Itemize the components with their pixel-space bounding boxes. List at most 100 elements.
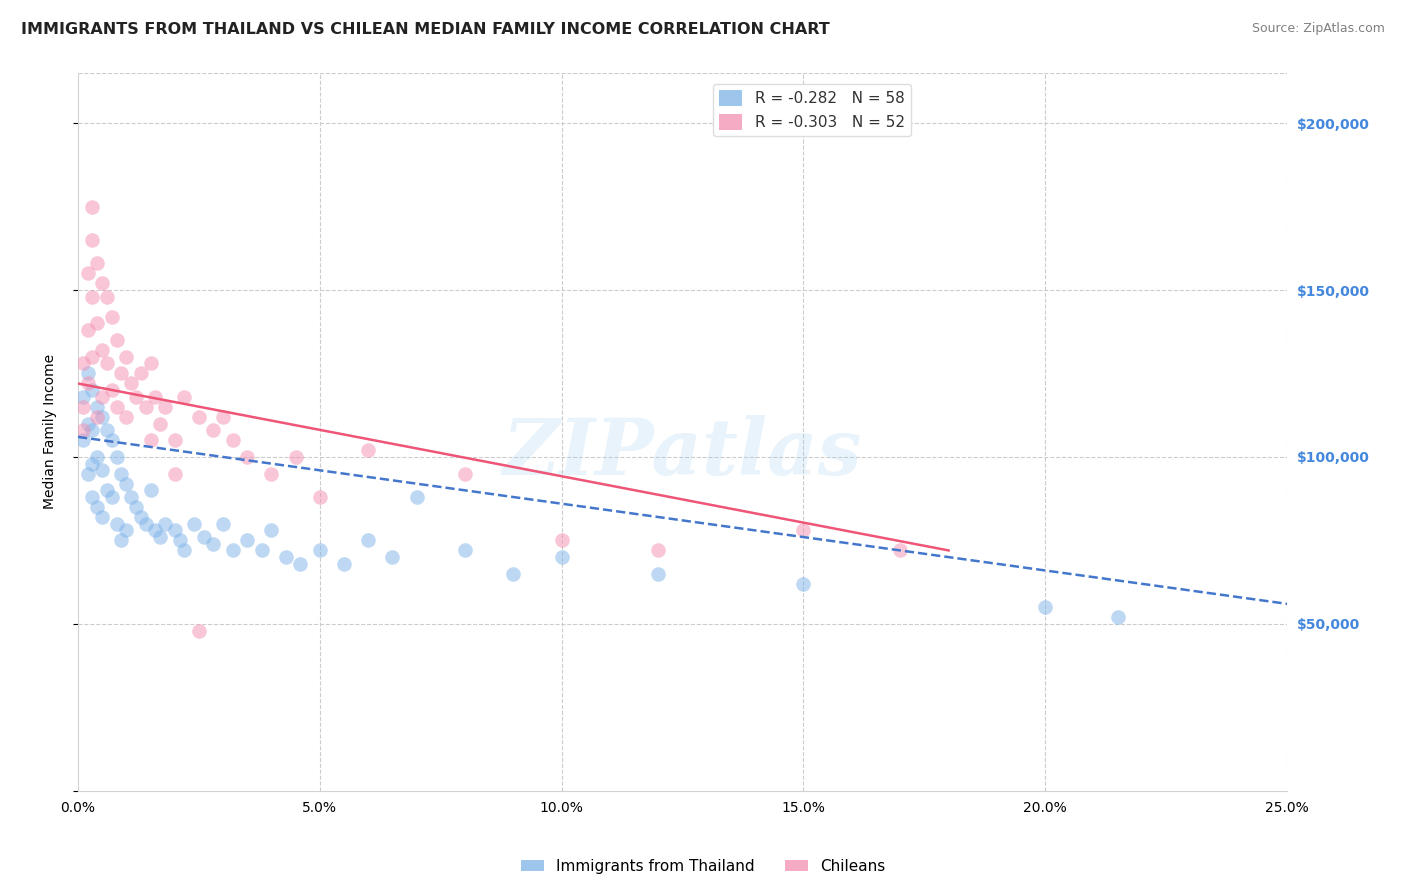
Point: [129, 510, 152, 524]
Point: [454, 543, 477, 558]
Point: [454, 467, 477, 481]
Point: [183, 516, 205, 531]
Point: [76, 323, 98, 337]
Point: [333, 557, 356, 571]
Point: [125, 390, 148, 404]
Point: [86, 500, 108, 514]
Point: [212, 409, 235, 424]
Point: [357, 443, 380, 458]
Point: [110, 533, 132, 548]
Point: [82, 457, 104, 471]
Text: ZIPatlas: ZIPatlas: [503, 415, 862, 491]
Point: [169, 533, 191, 548]
Point: [135, 516, 157, 531]
Point: [91, 277, 114, 291]
Point: [1033, 600, 1056, 615]
Point: [72, 423, 94, 437]
Point: [202, 537, 225, 551]
Point: [110, 367, 132, 381]
Point: [792, 524, 814, 538]
Point: [101, 434, 124, 448]
Point: [143, 390, 166, 404]
Point: [222, 434, 245, 448]
Point: [120, 490, 142, 504]
Point: [115, 350, 138, 364]
Legend: R = -0.282   N = 58, R = -0.303   N = 52: R = -0.282 N = 58, R = -0.303 N = 52: [713, 84, 911, 136]
Point: [96, 356, 118, 370]
Point: [91, 510, 114, 524]
Point: [143, 524, 166, 538]
Point: [76, 367, 98, 381]
Point: [139, 356, 162, 370]
Point: [187, 409, 209, 424]
Point: [76, 266, 98, 280]
Point: [82, 383, 104, 397]
Point: [101, 490, 124, 504]
Text: IMMIGRANTS FROM THAILAND VS CHILEAN MEDIAN FAMILY INCOME CORRELATION CHART: IMMIGRANTS FROM THAILAND VS CHILEAN MEDI…: [21, 22, 830, 37]
Point: [115, 524, 138, 538]
Point: [502, 566, 524, 581]
Point: [82, 233, 104, 247]
Point: [120, 376, 142, 391]
Point: [72, 356, 94, 370]
Point: [72, 434, 94, 448]
Point: [96, 423, 118, 437]
Point: [290, 557, 312, 571]
Point: [236, 450, 259, 464]
Point: [792, 577, 814, 591]
Point: [72, 390, 94, 404]
Point: [82, 490, 104, 504]
Point: [86, 400, 108, 414]
Point: [202, 423, 225, 437]
Point: [105, 400, 128, 414]
Point: [163, 434, 186, 448]
Point: [250, 543, 273, 558]
Point: [173, 543, 195, 558]
Point: [72, 400, 94, 414]
Point: [91, 343, 114, 357]
Point: [236, 533, 259, 548]
Point: [101, 310, 124, 324]
Point: [105, 333, 128, 347]
Point: [284, 450, 307, 464]
Point: [139, 434, 162, 448]
Point: [129, 367, 152, 381]
Point: [149, 530, 172, 544]
Point: [115, 476, 138, 491]
Point: [647, 566, 669, 581]
Point: [105, 516, 128, 531]
Point: [550, 550, 572, 565]
Point: [82, 200, 104, 214]
Point: [135, 400, 157, 414]
Point: [163, 467, 186, 481]
Point: [260, 467, 283, 481]
Point: [91, 390, 114, 404]
Point: [96, 483, 118, 498]
Point: [76, 417, 98, 431]
Point: [193, 530, 215, 544]
Point: [91, 409, 114, 424]
Point: [260, 524, 283, 538]
Point: [86, 409, 108, 424]
Point: [308, 490, 330, 504]
Point: [76, 376, 98, 391]
Point: [212, 516, 235, 531]
Y-axis label: Median Family Income: Median Family Income: [44, 354, 58, 509]
Legend: Immigrants from Thailand, Chileans: Immigrants from Thailand, Chileans: [515, 853, 891, 880]
Point: [647, 543, 669, 558]
Point: [187, 624, 209, 638]
Point: [173, 390, 195, 404]
Point: [76, 467, 98, 481]
Point: [274, 550, 297, 565]
Point: [101, 383, 124, 397]
Point: [889, 543, 911, 558]
Point: [1107, 610, 1129, 624]
Point: [91, 463, 114, 477]
Point: [308, 543, 330, 558]
Point: [153, 400, 176, 414]
Point: [115, 409, 138, 424]
Point: [139, 483, 162, 498]
Point: [86, 450, 108, 464]
Point: [86, 317, 108, 331]
Text: Source: ZipAtlas.com: Source: ZipAtlas.com: [1251, 22, 1385, 36]
